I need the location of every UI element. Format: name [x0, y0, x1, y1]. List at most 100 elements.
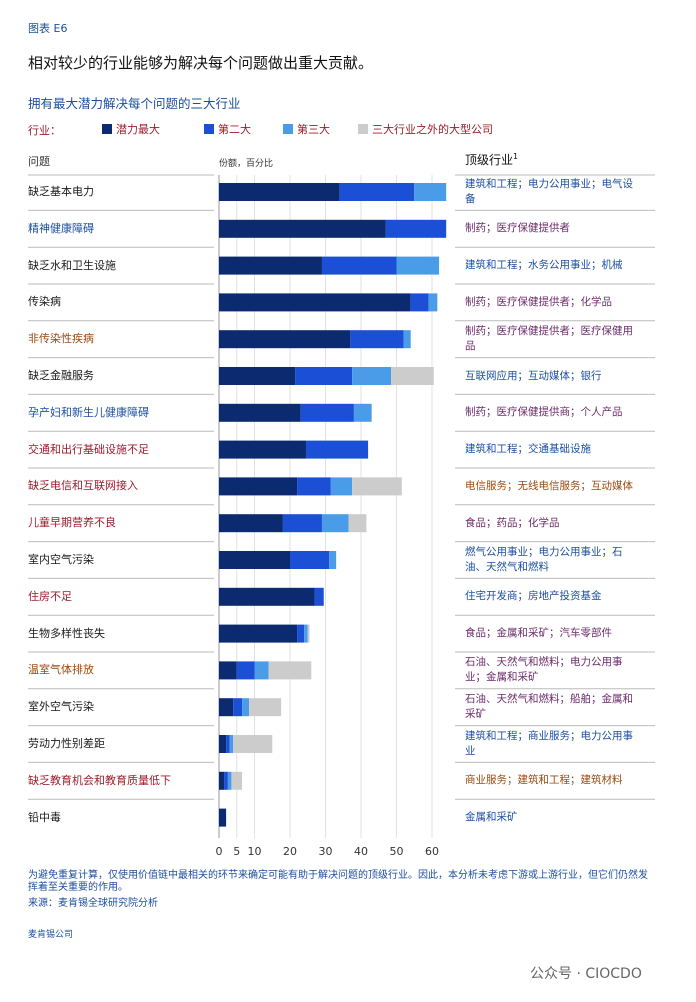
industry-label: 商业服务；建筑和工程；建筑材料	[465, 774, 623, 787]
industry-label: 食品；金属和采矿；汽车零部件	[465, 627, 612, 640]
industry-label: 建筑和工程；电力公用事业；电气设备	[465, 178, 633, 205]
bar-segment	[219, 183, 340, 201]
bar-segment	[339, 183, 415, 201]
category-label: 传染病	[28, 295, 61, 309]
bar-segment	[219, 403, 301, 422]
category-label: 温室气体排放	[28, 663, 94, 677]
bar-segment	[321, 256, 397, 275]
legend-label: 第二大	[218, 122, 251, 136]
industry-label: 住宅开发商；房地产投资基金	[465, 590, 602, 603]
chart-title: 相对较少的行业能够为解决每个问题做出重大贡献。	[28, 54, 374, 72]
bar-segment	[268, 661, 312, 680]
bar-segment	[219, 477, 298, 496]
figure-label: 图表 E6	[28, 22, 68, 35]
bar-segment	[219, 587, 315, 606]
chart-subtitle: 拥有最大潜力解决每个问题的三大行业	[28, 96, 241, 111]
x-tick-label: 0	[216, 845, 223, 858]
x-axis-label: 份额，百分比	[219, 159, 274, 169]
legend-swatch	[358, 124, 368, 134]
bar-segment	[403, 330, 411, 349]
bar-segment	[348, 514, 367, 533]
bar-segment	[219, 330, 351, 349]
bar-segment	[219, 551, 290, 569]
bar-segment	[314, 587, 324, 606]
bar-segment	[304, 624, 308, 643]
bar-segment	[219, 698, 234, 717]
bar-segment	[307, 624, 310, 643]
category-label: 室内空气污染	[28, 553, 94, 566]
industry-label: 燃气公用事业；电力公用事业；石油、天然气和燃料	[465, 546, 623, 573]
bar-segment	[385, 219, 447, 238]
industry-label: 互联网应用；互动媒体；银行	[465, 369, 602, 382]
industry-label: 建筑和工程；水务公用事业；机械	[465, 259, 623, 272]
x-tick-label: 40	[354, 845, 368, 858]
category-label: 缺乏教育机会和教育质量低下	[28, 773, 171, 787]
bar-segment	[219, 735, 227, 753]
bar-segment	[414, 183, 447, 201]
watermark: 公众号 · CIOCDO	[530, 966, 642, 982]
category-label: 生物多样性丧失	[28, 626, 105, 640]
legend-swatch	[283, 124, 293, 134]
bar-segment	[330, 477, 353, 496]
category-label: 交通和出行基础设施不足	[28, 442, 149, 456]
legend-title: 行业：	[28, 124, 61, 137]
bar-segment	[224, 771, 228, 790]
bar-segment	[233, 735, 273, 753]
industry-label: 食品；药品；化学品	[465, 516, 560, 529]
bar-segment	[353, 403, 372, 422]
bar-segment	[254, 661, 269, 680]
bar-segment	[329, 551, 337, 569]
bar-segment	[297, 624, 305, 643]
bar-segment	[242, 698, 250, 717]
legend-label: 潜力最大	[116, 122, 160, 136]
x-tick-label: 50	[390, 845, 404, 858]
bar-segment	[391, 367, 434, 385]
category-label: 儿童早期营养不良	[28, 516, 116, 530]
industry-label: 石油、天然气和燃料；船舶；金属和采矿	[465, 693, 633, 721]
x-tick-label: 10	[248, 845, 262, 858]
footnote: 为避免重复计算，仅使用价值链中最相关的环节来确定可能有助于解决问题的顶级行业。因…	[28, 870, 648, 893]
bar-segment	[219, 219, 386, 238]
bar-segment	[300, 403, 354, 422]
industry-label: 建筑和工程；交通基础设施	[465, 443, 591, 456]
category-label: 非传染性疾病	[28, 332, 94, 346]
x-tick-label: 5	[233, 845, 240, 858]
legend-label: 三大行业之外的大型公司	[372, 122, 493, 136]
industry-header: 顶级行业1	[465, 151, 518, 168]
bar-segment	[219, 367, 296, 385]
category-header: 问题	[28, 155, 50, 168]
bar-segment	[219, 661, 237, 680]
bar-segment	[219, 256, 322, 275]
legend-swatch	[102, 124, 112, 134]
bar-segment	[227, 771, 232, 790]
publisher: 麦肯锡公司	[28, 930, 74, 940]
bar-segment	[282, 514, 322, 533]
category-label: 缺乏基本电力	[28, 185, 94, 198]
bar-segment	[219, 440, 306, 459]
category-label: 缺乏金融服务	[28, 369, 94, 382]
bar-segment	[350, 330, 404, 349]
category-label: 劳动力性别差距	[28, 737, 105, 750]
bar-segment	[219, 771, 225, 790]
bar-segment	[352, 367, 392, 385]
category-label: 缺乏水和卫生设施	[28, 258, 116, 272]
bar-segment	[219, 808, 227, 827]
x-tick-label: 20	[283, 845, 297, 858]
industry-label: 制药；医疗保健提供者；化学品	[465, 295, 612, 308]
source: 来源：麦肯锡全球研究院分析	[28, 898, 158, 909]
category-label: 铅中毒	[28, 810, 61, 824]
industry-label: 建筑和工程；商业服务；电力公用事业	[465, 730, 633, 757]
industry-header-note: 1	[513, 152, 519, 161]
bar-segment	[226, 735, 230, 753]
bar-segment	[321, 514, 349, 533]
x-tick-label: 60	[425, 845, 439, 858]
bar-segment	[410, 293, 429, 312]
category-label: 孕产妇和新生儿健康障碍	[28, 405, 149, 419]
industry-header-text: 顶级行业	[465, 153, 514, 167]
bar-segment	[352, 477, 402, 496]
bar-segment	[219, 293, 411, 312]
category-label: 住房不足	[28, 589, 72, 603]
industry-label: 电信服务；无线电信服务；互动媒体	[465, 479, 633, 492]
